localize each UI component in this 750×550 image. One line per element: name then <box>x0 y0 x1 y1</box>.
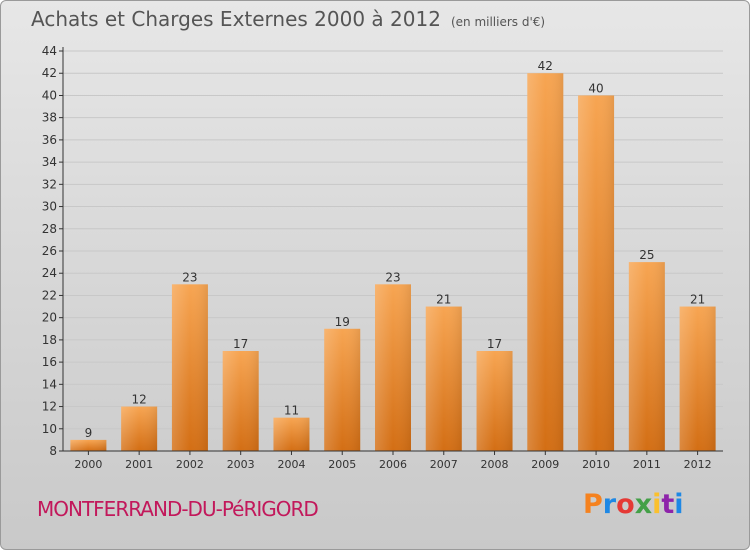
x-tick-label: 2006 <box>379 458 407 471</box>
logo-letter: i <box>674 489 684 520</box>
y-tick-label: 20 <box>42 311 57 325</box>
data-label: 42 <box>538 59 553 73</box>
chart-title: Achats et Charges Externes 2000 à 2012 (e… <box>31 7 545 31</box>
y-tick-label: 18 <box>42 333 57 347</box>
y-tick-label: 8 <box>49 444 57 458</box>
data-label: 23 <box>182 270 197 284</box>
x-tick-label: 2010 <box>582 458 610 471</box>
y-tick-label: 14 <box>42 377 57 391</box>
bar-shine <box>70 439 107 451</box>
data-label: 12 <box>132 393 147 407</box>
y-tick-label: 40 <box>42 88 57 102</box>
data-label: 19 <box>335 315 350 329</box>
bars <box>70 73 716 451</box>
bar-shine <box>628 262 665 451</box>
y-tick-label: 24 <box>42 266 57 280</box>
x-tick-label: 2009 <box>531 458 559 471</box>
bar-shine <box>121 406 158 451</box>
labels: 8 10 12 14 16 18 20 22 24 26 28 30 32 34 36 38 40 42 44 9 20… <box>42 44 712 471</box>
proxiti-logo: Proxiti <box>583 489 684 520</box>
data-label: 25 <box>639 248 654 262</box>
bar-shine <box>679 306 716 451</box>
y-tick-label: 42 <box>42 66 57 80</box>
y-tick-label: 38 <box>42 111 57 125</box>
data-label: 21 <box>436 293 451 307</box>
x-tick-label: 2001 <box>125 458 153 471</box>
bar-shine <box>578 95 615 451</box>
data-label: 23 <box>385 270 400 284</box>
y-tick-label: 12 <box>42 400 57 414</box>
x-tick-label: 2005 <box>328 458 356 471</box>
bar-shine <box>527 73 564 451</box>
x-tick-label: 2011 <box>633 458 661 471</box>
bar-shine <box>324 328 361 451</box>
axes <box>59 47 723 455</box>
logo-letter: r <box>602 489 617 520</box>
logo-letter: i <box>652 489 662 520</box>
y-tick-label: 26 <box>42 244 57 258</box>
bar-shine <box>222 351 259 451</box>
data-label: 17 <box>233 337 248 351</box>
data-label: 9 <box>85 426 93 440</box>
x-tick-label: 2000 <box>74 458 102 471</box>
bar-shine <box>425 306 462 451</box>
data-label: 11 <box>284 404 299 418</box>
bar-shine <box>273 417 310 451</box>
data-label: 40 <box>588 81 603 95</box>
y-tick-label: 36 <box>42 133 57 147</box>
y-tick-label: 10 <box>42 422 57 436</box>
commune-name: MONTFERRAND-DU-PéRIGORD <box>37 497 319 521</box>
y-tick-label: 30 <box>42 200 57 214</box>
bar-shine <box>171 284 208 451</box>
logo-letter: x <box>634 489 653 520</box>
y-tick-label: 34 <box>42 155 57 169</box>
y-tick-label: 44 <box>42 44 57 58</box>
bar-shine <box>375 284 411 451</box>
x-tick-label: 2003 <box>227 458 255 471</box>
x-tick-label: 2002 <box>176 458 204 471</box>
y-tick-label: 32 <box>42 177 57 191</box>
chart-title-text: Achats et Charges Externes 2000 à 2012 <box>31 7 441 31</box>
x-tick-label: 2004 <box>277 458 305 471</box>
logo-letter: t <box>661 489 675 520</box>
bar-shine <box>476 351 513 451</box>
y-tick-label: 22 <box>42 288 57 302</box>
data-label: 17 <box>487 337 502 351</box>
x-tick-label: 2012 <box>684 458 712 471</box>
y-tick-label: 16 <box>42 355 57 369</box>
data-label: 21 <box>690 293 705 307</box>
chart-subtitle: (en milliers d'€) <box>450 15 546 29</box>
logo-letter: P <box>583 489 603 520</box>
x-tick-label: 2008 <box>481 458 509 471</box>
logo-letter: o <box>616 489 635 520</box>
x-tick-label: 2007 <box>430 458 458 471</box>
y-tick-label: 28 <box>42 222 57 236</box>
